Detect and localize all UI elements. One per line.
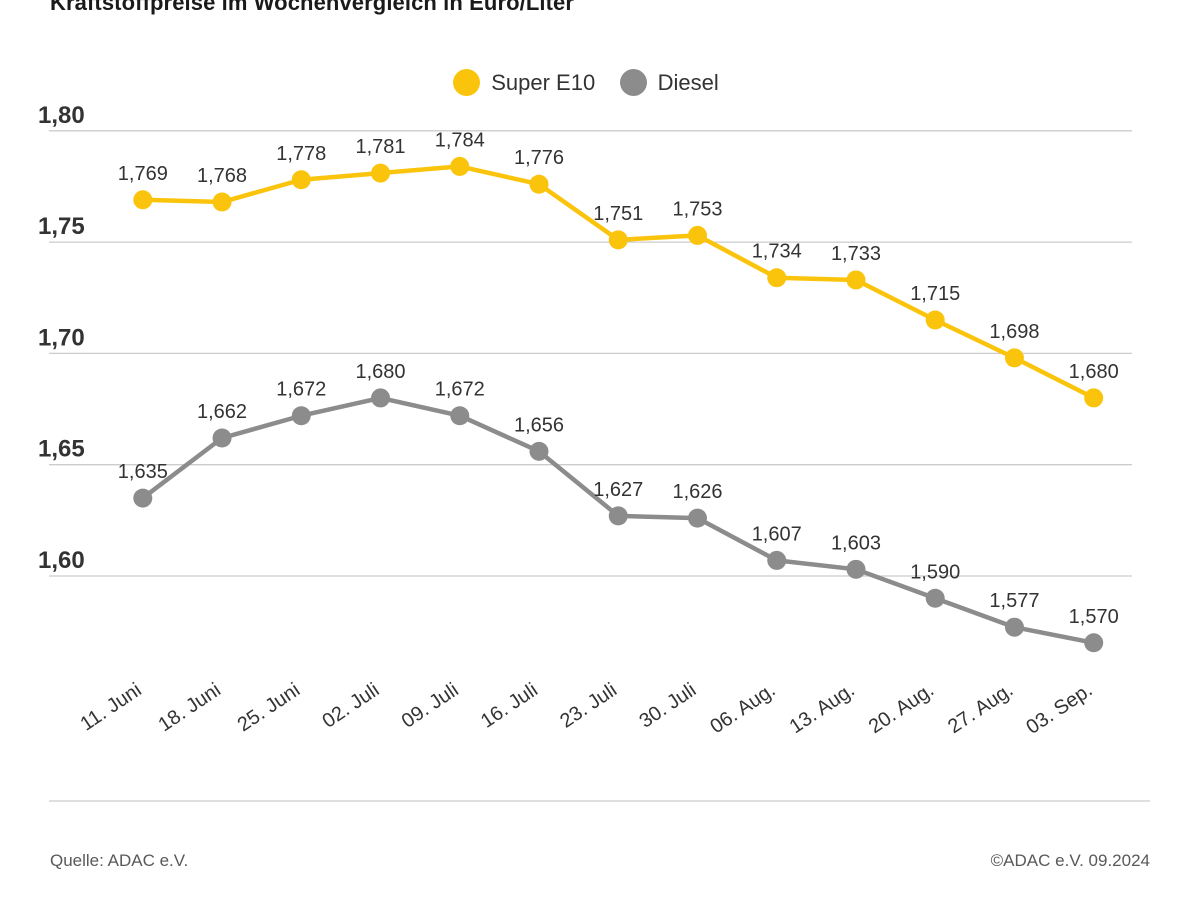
svg-text:1,733: 1,733 [831,243,881,265]
svg-text:1,698: 1,698 [989,321,1039,343]
svg-text:1,60: 1,60 [38,547,85,574]
svg-text:1,570: 1,570 [1069,606,1119,628]
svg-text:1,751: 1,751 [593,203,643,225]
svg-text:1,590: 1,590 [910,561,960,583]
svg-text:1,80: 1,80 [38,102,85,129]
svg-text:1,715: 1,715 [910,283,960,305]
svg-text:09. Juli: 09. Juli [398,679,463,733]
svg-text:20. Aug.: 20. Aug. [865,679,938,738]
svg-text:1,662: 1,662 [197,401,247,423]
svg-text:1,769: 1,769 [118,163,168,185]
svg-text:18. Juni: 18. Juni [154,679,224,736]
svg-text:1,680: 1,680 [355,361,405,383]
svg-text:1,603: 1,603 [831,532,881,554]
svg-text:11. Juni: 11. Juni [76,679,145,736]
svg-text:13. Aug.: 13. Aug. [786,679,859,738]
svg-text:1,768: 1,768 [197,165,247,187]
svg-text:1,626: 1,626 [672,481,722,503]
svg-text:1,656: 1,656 [514,414,564,436]
svg-text:1,784: 1,784 [435,129,485,151]
svg-text:1,70: 1,70 [38,324,85,351]
svg-text:1,680: 1,680 [1069,361,1119,383]
svg-text:1,753: 1,753 [672,198,722,220]
svg-text:23. Juli: 23. Juli [556,679,621,733]
svg-text:25. Juni: 25. Juni [234,679,304,736]
svg-text:1,776: 1,776 [514,147,564,169]
svg-text:03. Sep.: 03. Sep. [1022,679,1096,739]
svg-text:1,672: 1,672 [276,379,326,401]
svg-text:02. Juli: 02. Juli [318,679,383,733]
svg-text:16. Juli: 16. Juli [477,679,542,733]
svg-text:30. Juli: 30. Juli [635,679,700,733]
svg-text:27. Aug.: 27. Aug. [944,679,1017,738]
svg-text:06. Aug.: 06. Aug. [706,679,779,738]
svg-text:1,734: 1,734 [752,241,802,263]
svg-text:1,672: 1,672 [435,379,485,401]
svg-text:1,607: 1,607 [752,523,802,545]
svg-text:1,778: 1,778 [276,143,326,165]
svg-text:1,577: 1,577 [989,590,1039,612]
svg-text:1,65: 1,65 [38,436,85,463]
svg-text:1,627: 1,627 [593,479,643,501]
svg-text:1,635: 1,635 [118,461,168,483]
svg-text:1,75: 1,75 [38,213,85,240]
svg-text:1,781: 1,781 [355,136,405,158]
